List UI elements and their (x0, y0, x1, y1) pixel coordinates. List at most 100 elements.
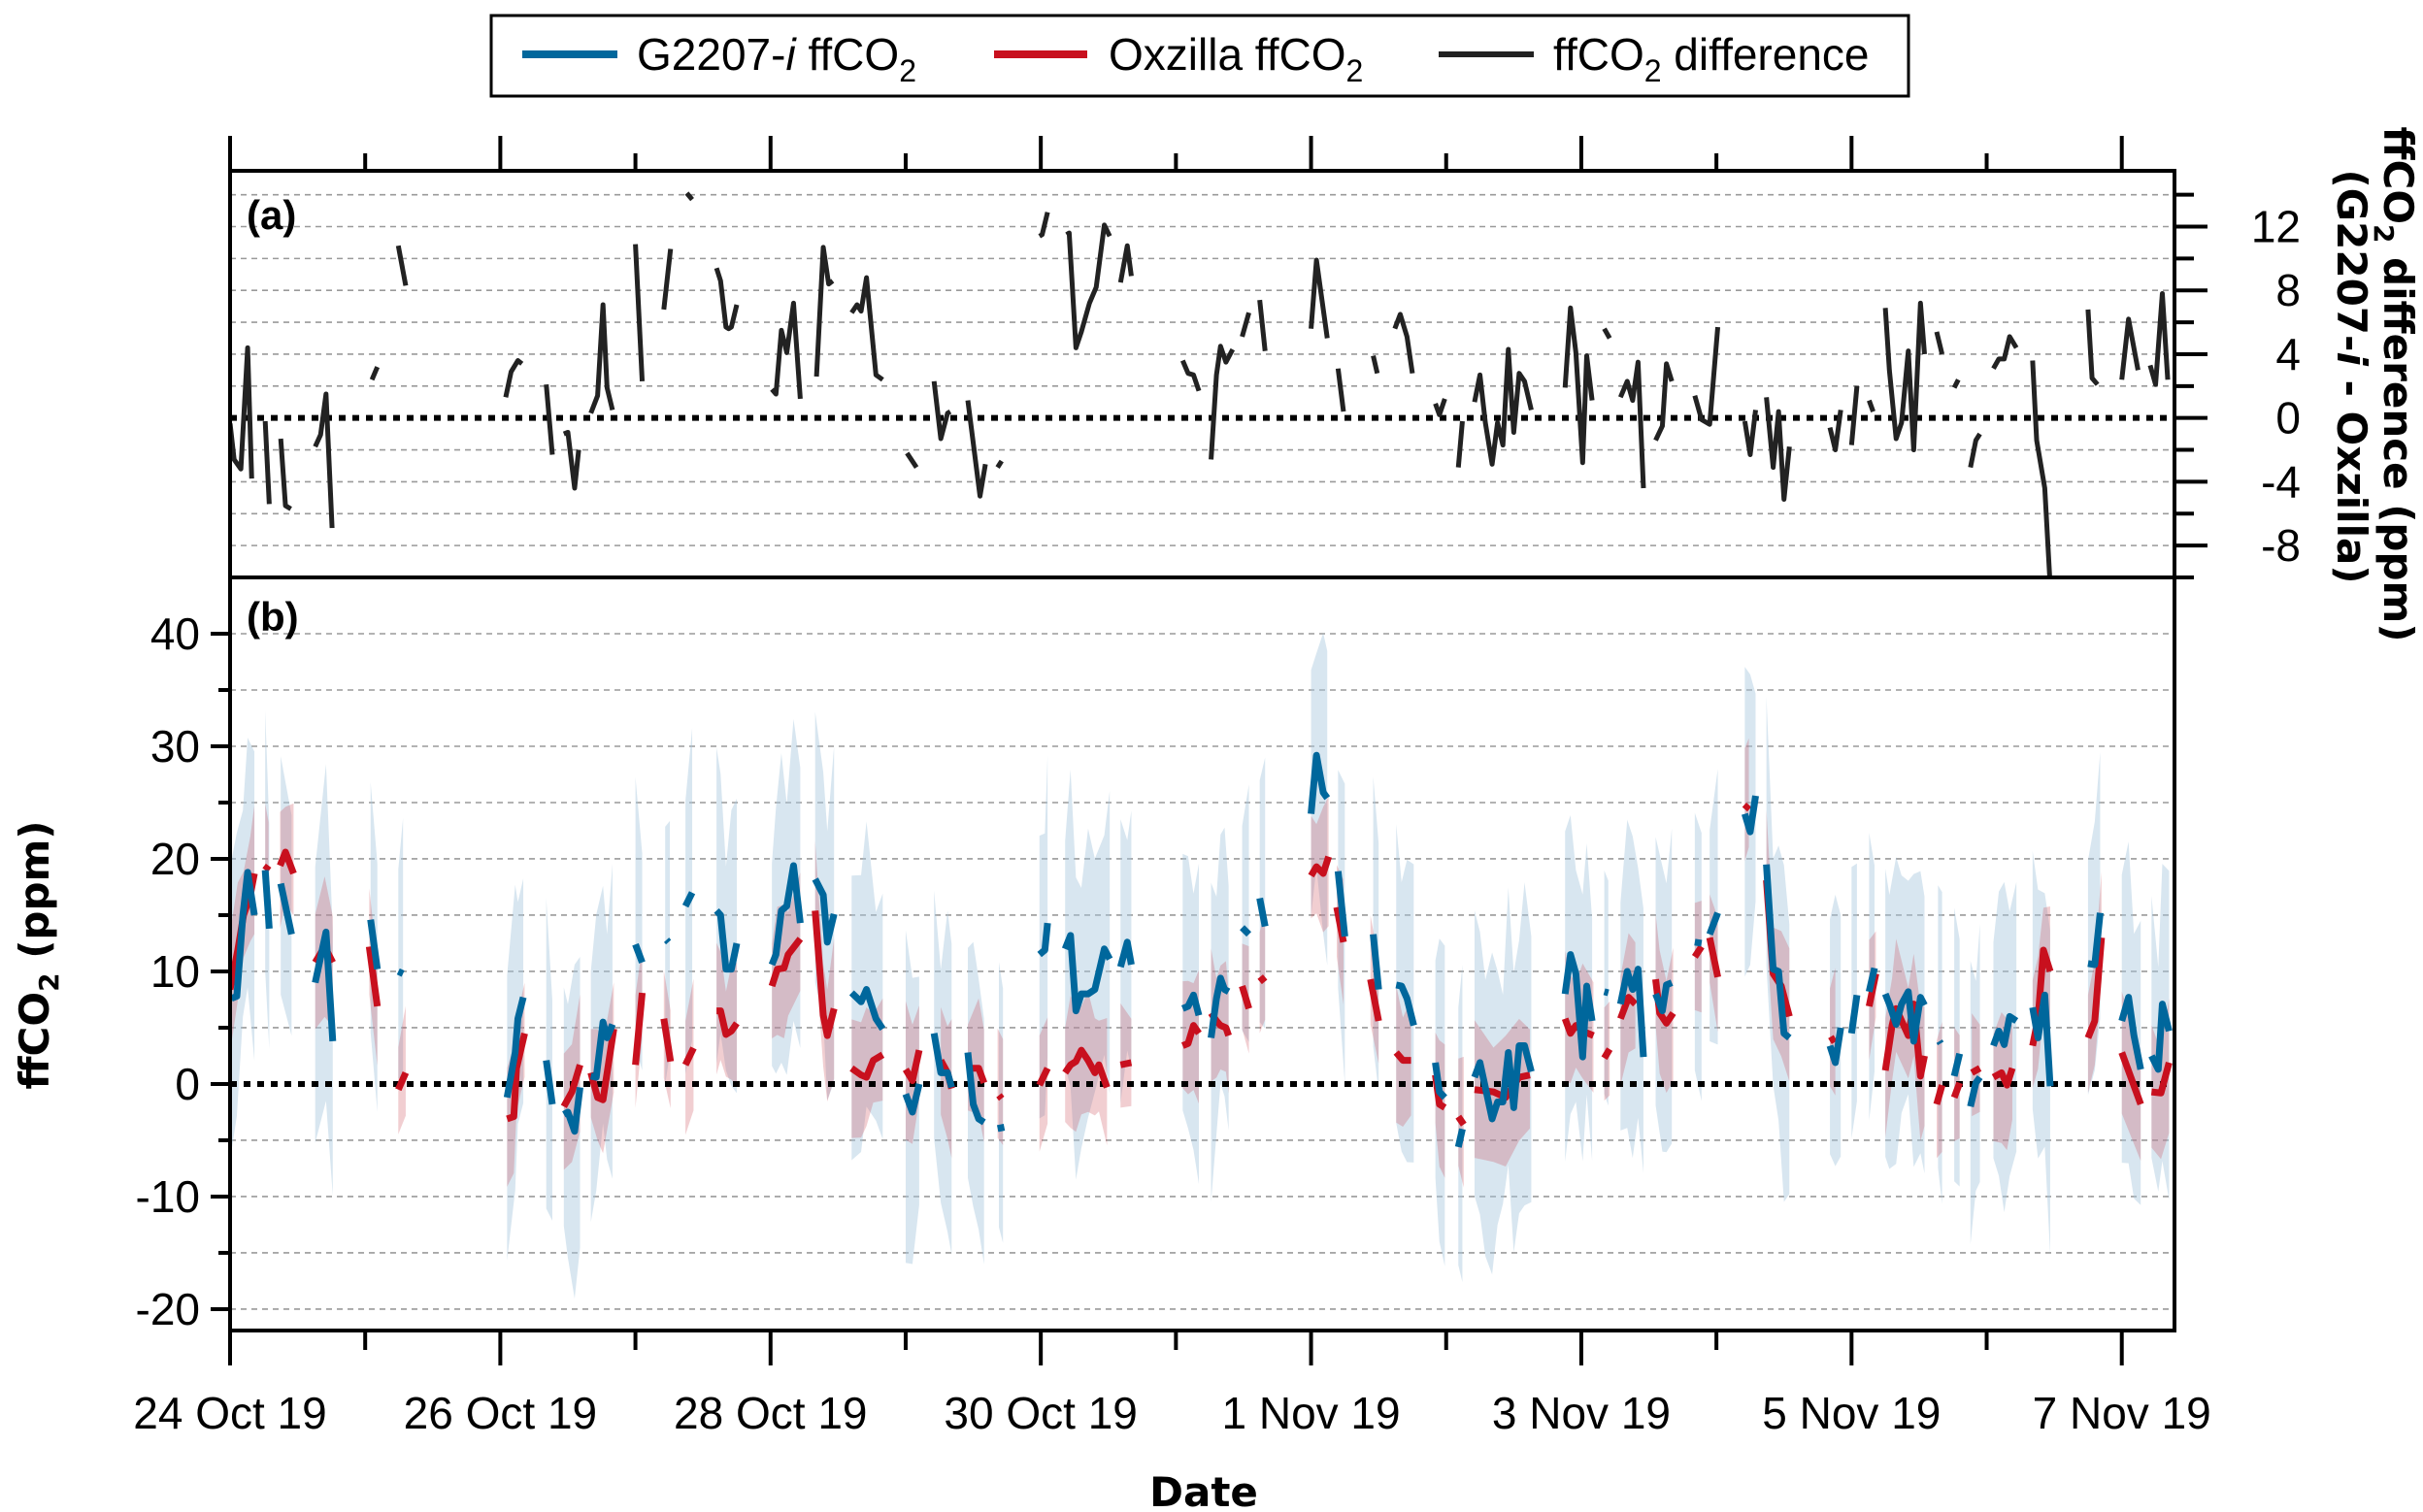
g2207-line-segment (1334, 871, 1348, 937)
g2207-line-segment (1694, 938, 1703, 947)
difference-line-segment (562, 429, 581, 491)
x-tick-label: 28 Oct 19 (674, 1388, 867, 1438)
g2207-line-segment (1116, 938, 1135, 969)
oxzilla-line-segment (2084, 937, 2106, 1039)
oxzilla-line-segment (1933, 1084, 1945, 1105)
difference-line-segment (1602, 327, 1612, 340)
g2207-line-segment (1990, 1012, 2019, 1048)
g2207-line-segment (1950, 1052, 1964, 1077)
legend-label-oxzilla: Oxzilla ffCO2 (1109, 29, 1363, 88)
panel-b-uncertainty-bands (230, 633, 2170, 1299)
g2207-line-segment (1616, 966, 1647, 1058)
x-tick-label: 30 Oct 19 (944, 1388, 1137, 1438)
g2207-uncertainty-band (1938, 885, 1942, 1204)
g2207-line-segment (1847, 994, 1861, 1035)
difference-line-segment (1180, 359, 1202, 392)
g2207-line-segment (2087, 912, 2104, 969)
zero-lines (230, 414, 2174, 1087)
panel-a-y-tick-label: -4 (2261, 456, 2301, 507)
difference-line-segment (1065, 222, 1112, 350)
legend-item-g2207: G2207-i ffCO2 (522, 29, 916, 88)
g2207-line-segment (277, 882, 295, 936)
g2207-uncertainty-band (999, 962, 1004, 1243)
g2207-uncertainty-band (1830, 894, 1842, 1167)
g2207-uncertainty-band (1259, 757, 1266, 1029)
difference-line-segment (1455, 420, 1465, 468)
panel-b-label: (b) (247, 594, 299, 640)
oxzilla-uncertainty-band (1744, 738, 1749, 862)
g2207-line-segment (1603, 988, 1610, 997)
g2207-uncertainty-band (398, 817, 404, 1079)
g2207-line-segment (1967, 1074, 1983, 1107)
g2207-line-segment (1208, 974, 1231, 1038)
difference-line-segment (1240, 312, 1251, 338)
oxzilla-line-segment (1239, 985, 1252, 1010)
difference-line-segment (714, 267, 740, 332)
g2207-line-segment (964, 1052, 986, 1126)
legend: G2207-i ffCO2 Oxzilla ffCO2 ffCO2 differ… (489, 14, 1910, 98)
g2207-line-segment (1432, 1062, 1447, 1101)
difference-line-segment (1653, 361, 1675, 442)
oxzilla-uncertainty-band (398, 1005, 406, 1134)
oxzilla-line-segment (1706, 937, 1721, 978)
oxzilla-line-segment (849, 1051, 885, 1081)
oxzilla-uncertainty-band (1065, 991, 1108, 1146)
g2207-line-segment (632, 942, 646, 964)
difference-line-segment (931, 380, 952, 442)
difference-line-segment (1618, 359, 1646, 489)
g2207-uncertainty-band (1885, 857, 1925, 1174)
x-tick-label: 24 Oct 19 (133, 1388, 326, 1438)
difference-line-segment (995, 459, 1004, 469)
g2207-uncertainty-band (905, 930, 919, 1265)
difference-line-segment (661, 248, 674, 311)
panel-a-y-axis-title-line1: ffCO2 difference (ppm) (2368, 126, 2422, 641)
x-tick-label: 3 Nov 19 (1492, 1388, 1671, 1438)
oxzilla-line-segment (716, 1007, 740, 1038)
oxzilla-line-segment (1601, 1047, 1613, 1061)
difference-line-segment (1968, 432, 1982, 469)
panel-b-series (230, 751, 2173, 1148)
g2207-line-segment (1936, 1039, 1944, 1046)
difference-line-segment (1764, 397, 1792, 502)
g2207-line-segment (1652, 979, 1674, 1015)
oxzilla-line-segment (1991, 1067, 2016, 1089)
g2207-line-segment (1256, 897, 1269, 928)
g2207-line-segment (996, 1124, 1006, 1133)
panel-a-y-tick-label: -8 (2261, 520, 2301, 571)
g2207-uncertainty-band (1311, 633, 1328, 966)
difference-line-segment (1827, 410, 1843, 453)
oxzilla-uncertainty-band (997, 1028, 1004, 1145)
oxzilla-uncertainty-band (1259, 906, 1266, 1034)
g2207-line-segment (1706, 911, 1721, 936)
difference-line-segment (1934, 331, 1945, 355)
g2207-line-segment (2148, 1001, 2173, 1073)
g2207-line-segment (1561, 951, 1596, 1061)
oxzilla-line-segment (1455, 1114, 1467, 1127)
panel-b-y-axis-title: ffCO2 (ppm) (11, 821, 65, 1090)
oxzilla-line-segment (632, 992, 647, 1066)
panel-a-label: (a) (247, 192, 296, 238)
g2207-line-segment (1826, 1027, 1844, 1067)
difference-line-segment (1472, 346, 1534, 467)
panel-b-y-tick-label: -20 (136, 1284, 200, 1334)
g2207-line-segment (902, 1083, 923, 1116)
g2207-line-segment (1037, 922, 1051, 958)
difference-line-segment (2030, 360, 2052, 577)
g2207-line-segment (1180, 991, 1203, 1017)
oxzilla-line-segment (902, 1049, 923, 1084)
oxzilla-line-segment (1393, 1050, 1411, 1065)
difference-line-segment (1209, 344, 1236, 460)
g2207-line-segment (1454, 1128, 1466, 1148)
g2207-line-segment (848, 986, 886, 1032)
panel-a-y-tick-label: 12 (2251, 202, 2301, 252)
difference-line-segment (588, 302, 615, 414)
panel-b-y-tick-label: 30 (150, 721, 200, 772)
difference-line-segment (905, 451, 919, 469)
panel-a-y-tick-label: 0 (2275, 393, 2301, 444)
x-axis-title: Date (1149, 1468, 1258, 1512)
g2207-uncertainty-band (1182, 853, 1200, 1185)
oxzilla-line-segment (2118, 1051, 2144, 1106)
oxzilla-uncertainty-band (1039, 1017, 1048, 1152)
oxzilla-line-segment (1950, 1081, 1963, 1100)
